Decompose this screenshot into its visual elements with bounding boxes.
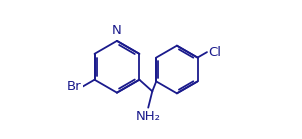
Text: NH₂: NH₂ [136,110,161,123]
Text: Br: Br [66,80,81,93]
Text: Cl: Cl [208,46,221,59]
Text: N: N [112,24,122,38]
